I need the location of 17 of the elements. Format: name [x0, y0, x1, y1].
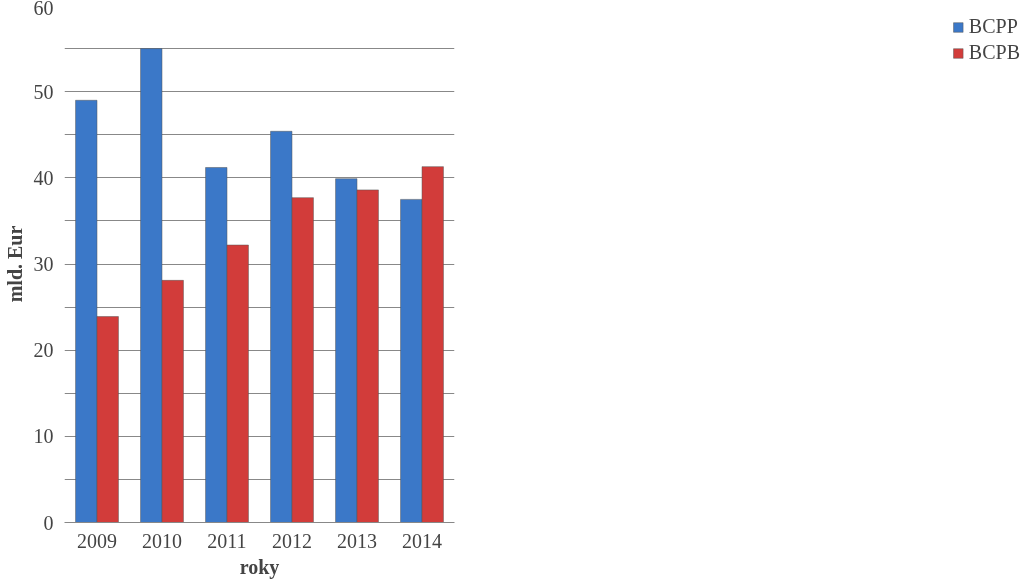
x-tick-label: 2009 [77, 529, 117, 552]
x-tick-label: 2010 [142, 529, 182, 552]
y-tick-label: 30 [33, 253, 54, 275]
y-tick-label: 10 [33, 425, 54, 448]
x-tick-label: 2014 [402, 529, 442, 552]
y-tick-label: 60 [33, 0, 54, 19]
legend-label: BCPB [968, 41, 1020, 64]
x-tick-label: 2011 [207, 529, 247, 552]
y-tick-label: 40 [33, 166, 54, 189]
x-axis-title: roky [239, 555, 280, 579]
y-tick-label: 0 [43, 511, 54, 534]
y-tick-label: 20 [33, 339, 54, 362]
y-tick-label: 50 [33, 80, 54, 103]
y-axis-title: mld. Eur [3, 225, 26, 303]
legend-label: BCPP [968, 15, 1018, 38]
x-tick-label: 2012 [272, 529, 312, 552]
x-tick-label: 2013 [337, 529, 377, 552]
